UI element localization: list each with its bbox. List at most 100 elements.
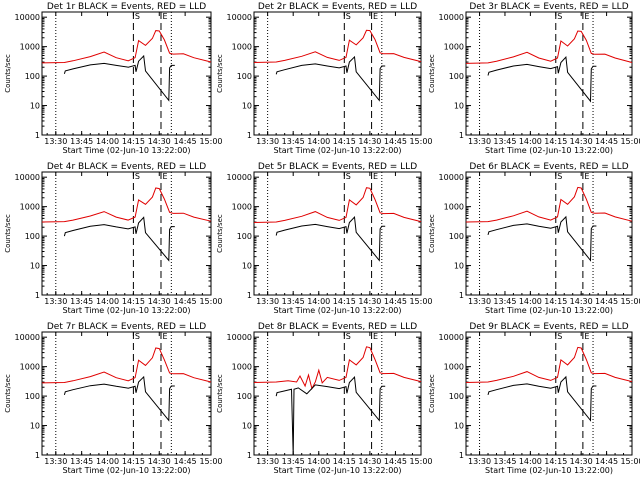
- x-axis-label: Start Time (02-Jun-10 13:22:00): [63, 466, 191, 475]
- y-tick-label: 100: [25, 392, 40, 401]
- x-axis-label: Start Time (02-Jun-10 13:22:00): [274, 306, 402, 315]
- time-marker-label: E: [584, 12, 589, 21]
- y-tick-label: 10000: [227, 173, 252, 182]
- y-axis-label: Counts/sec: [428, 54, 436, 93]
- x-tick-label: 14:15: [333, 457, 356, 466]
- event-rate-line: [487, 375, 597, 422]
- y-tick-label: 1000: [20, 363, 40, 372]
- time-marker-label: S: [557, 12, 562, 21]
- x-tick-label: 14:45: [595, 137, 618, 146]
- time-marker-label: E: [373, 332, 378, 341]
- y-tick-label: 1000: [232, 43, 252, 52]
- x-tick-label: 14:30: [570, 457, 593, 466]
- x-tick-label: 14:45: [384, 457, 407, 466]
- x-tick-label: 13:30: [468, 137, 491, 146]
- panel-7r: Det 7r BLACK = Events, RED = LLD 13:30 13:…: [4, 322, 223, 475]
- y-tick-label: 1: [35, 291, 40, 300]
- lld-rate-line: [41, 347, 212, 384]
- x-tick-label: 15:00: [620, 457, 640, 466]
- x-tick-label: 14:15: [333, 137, 356, 146]
- y-tick-label: 1: [459, 291, 464, 300]
- x-tick-label: 14:00: [519, 297, 542, 306]
- panel-title: Det 8r BLACK = Events, RED = LLD: [258, 322, 417, 332]
- time-marker-label: E: [584, 332, 589, 341]
- x-tick-label: 13:45: [493, 297, 516, 306]
- x-tick-label: 14:45: [174, 137, 197, 146]
- y-tick-label: 1000: [444, 43, 464, 52]
- x-tick-label: 14:45: [595, 457, 618, 466]
- y-tick-label: 1: [35, 451, 40, 460]
- y-tick-label: 10000: [439, 13, 464, 22]
- y-tick-label: 10000: [227, 333, 252, 342]
- plot-frame: [253, 11, 422, 136]
- y-tick-label: 10000: [227, 13, 252, 22]
- y-tick-label: 1: [247, 131, 252, 140]
- y-axis-label: Counts/sec: [428, 374, 436, 413]
- x-axis-label: Start Time (02-Jun-10 13:22:00): [485, 306, 613, 315]
- x-axis-label: Start Time (02-Jun-10 13:22:00): [274, 466, 402, 475]
- y-tick-label: 1000: [232, 363, 252, 372]
- x-tick-label: 13:30: [468, 457, 491, 466]
- lld-rate-line: [41, 187, 212, 223]
- lld-rate-line: [41, 30, 212, 64]
- x-tick-label: 14:30: [570, 137, 593, 146]
- y-tick-label: 1: [459, 451, 464, 460]
- plot-frame: [41, 171, 212, 296]
- event-rate-line: [487, 215, 597, 262]
- y-tick-label: 100: [25, 232, 40, 241]
- y-tick-label: 1: [247, 451, 252, 460]
- x-tick-label: 13:30: [256, 297, 279, 306]
- x-tick-label: 14:15: [122, 297, 145, 306]
- lld-rate-line: [253, 346, 422, 391]
- x-tick-label: 14:00: [96, 457, 119, 466]
- time-marker-label: S: [135, 12, 140, 21]
- y-axis-label: Counts/sec: [216, 214, 224, 253]
- y-tick-label: 10: [242, 102, 252, 111]
- time-marker-label: S: [346, 12, 351, 21]
- y-tick-label: 10000: [15, 173, 40, 182]
- y-axis-label: Counts/sec: [428, 214, 436, 253]
- event-rate-line: [487, 55, 597, 103]
- y-tick-label: 1000: [444, 203, 464, 212]
- x-tick-label: 14:15: [122, 137, 145, 146]
- y-tick-label: 100: [449, 392, 464, 401]
- y-tick-label: 100: [237, 72, 252, 81]
- x-axis-label: Start Time (02-Jun-10 13:22:00): [63, 306, 191, 315]
- y-tick-label: 10: [454, 422, 464, 431]
- x-tick-label: 13:45: [70, 457, 93, 466]
- plot-frame: [41, 11, 212, 136]
- panel-8r: Det 8r BLACK = Events, RED = LLD 13:30 13:…: [216, 322, 433, 475]
- y-axis-label: Counts/sec: [4, 374, 12, 413]
- y-tick-label: 10: [242, 422, 252, 431]
- panel-5r: Det 5r BLACK = Events, RED = LLD 13:30 13:…: [216, 162, 433, 315]
- panel-title: Det 9r BLACK = Events, RED = LLD: [469, 322, 628, 332]
- panel-4r: Det 4r BLACK = Events, RED = LLD 13:30 13:…: [4, 162, 223, 315]
- x-axis-label: Start Time (02-Jun-10 13:22:00): [274, 146, 402, 155]
- x-tick-label: 14:30: [358, 457, 381, 466]
- y-tick-label: 10: [454, 262, 464, 271]
- panel-1r: Det 1r BLACK = Events, RED = LLD 13:30 13:…: [4, 2, 223, 155]
- plot-frame: [253, 171, 422, 296]
- y-tick-label: 10: [30, 102, 40, 111]
- x-tick-label: 13:45: [70, 137, 93, 146]
- time-marker-label: E: [584, 172, 589, 181]
- x-tick-label: 13:30: [44, 297, 67, 306]
- time-marker-label: S: [346, 332, 351, 341]
- x-tick-label: 14:15: [122, 457, 145, 466]
- time-marker-label: E: [162, 12, 167, 21]
- x-tick-label: 14:45: [384, 137, 407, 146]
- plot-frame: [465, 331, 633, 456]
- x-tick-label: 13:45: [282, 297, 305, 306]
- panel-3r: Det 3r BLACK = Events, RED = LLD 13:30 13:…: [428, 2, 640, 155]
- x-tick-label: 13:45: [282, 137, 305, 146]
- x-tick-label: 14:30: [148, 457, 171, 466]
- panel-title: Det 2r BLACK = Events, RED = LLD: [258, 2, 417, 12]
- time-marker-label: E: [373, 12, 378, 21]
- time-marker-label: E: [373, 172, 378, 181]
- x-tick-label: 15:00: [409, 457, 432, 466]
- x-tick-label: 14:00: [519, 137, 542, 146]
- x-tick-label: 14:00: [307, 137, 330, 146]
- panel-title: Det 4r BLACK = Events, RED = LLD: [47, 162, 206, 172]
- plot-frame: [465, 11, 633, 136]
